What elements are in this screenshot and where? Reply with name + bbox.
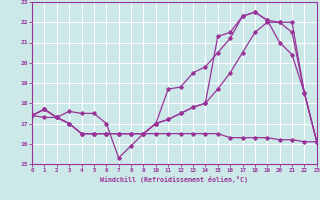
X-axis label: Windchill (Refroidissement éolien,°C): Windchill (Refroidissement éolien,°C): [100, 176, 248, 183]
